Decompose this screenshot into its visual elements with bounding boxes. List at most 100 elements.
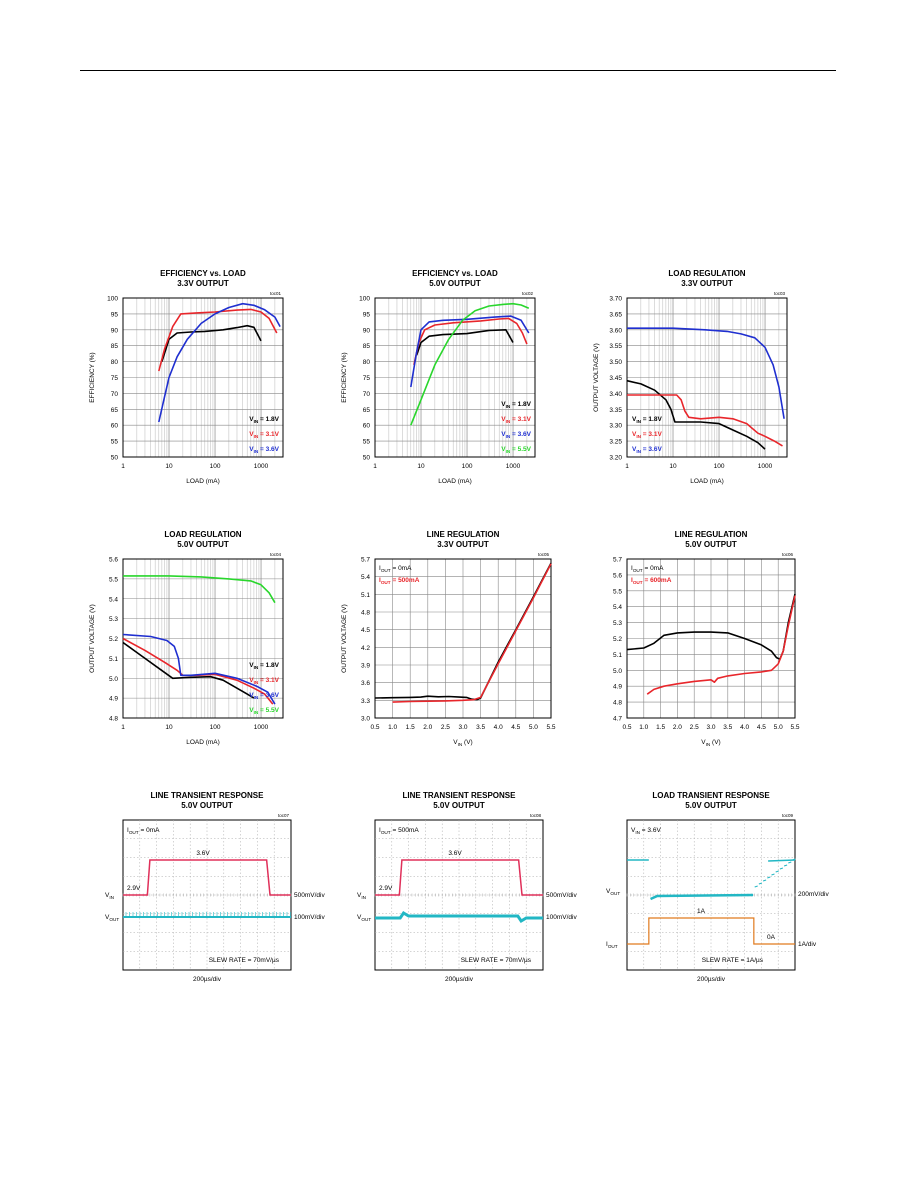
y-tick-label: 5.4 xyxy=(361,574,370,581)
series-label-2: VIN = 3.6V xyxy=(501,431,531,439)
y-tick-label: 80 xyxy=(111,359,119,366)
series-line-2 xyxy=(410,315,530,388)
series-line-1 xyxy=(158,308,278,372)
trace-vout-post xyxy=(768,859,796,862)
y-tick-label: 50 xyxy=(111,455,119,462)
scope-note-condition: IOUT = 500mA xyxy=(379,827,419,835)
y-tick-label: 4.2 xyxy=(361,645,370,652)
scope-note-slew: SLEW RATE = 70mV/µs xyxy=(209,957,280,964)
series-label-1: VIN = 3.1V xyxy=(249,677,279,685)
chart-title: LOAD REGULATION xyxy=(164,530,241,539)
scale-label-ch2: 100mV/div xyxy=(546,914,577,921)
chart-code: toc07 xyxy=(278,813,290,818)
y-tick-label: 60 xyxy=(363,423,371,430)
y-tick-label: 5.0 xyxy=(613,668,622,675)
chart-code: toc02 xyxy=(522,291,534,296)
x-axis-label: LOAD (mA) xyxy=(186,478,220,485)
chart-code: toc04 xyxy=(270,552,282,557)
series-label-1: VIN = 3.1V xyxy=(632,431,662,439)
scope-note-high: 1A xyxy=(697,908,706,915)
x-tick-label: 2.0 xyxy=(673,724,682,731)
y-tick-label: 3.3 xyxy=(361,698,370,705)
y-tick-label: 5.7 xyxy=(613,557,622,564)
channel-label-vout: VOUT xyxy=(357,914,371,922)
x-axis-label: LOAD (mA) xyxy=(690,478,724,485)
plot-frame xyxy=(122,297,284,458)
chart-title: LOAD REGULATION xyxy=(668,269,745,278)
x-tick-label: 5.5 xyxy=(790,724,799,731)
y-tick-label: 75 xyxy=(111,375,119,382)
chart-subtitle: 5.0V OUTPUT xyxy=(433,801,485,810)
header-rule xyxy=(80,70,836,71)
y-tick-label: 60 xyxy=(111,423,119,430)
y-tick-label: 5.1 xyxy=(361,592,370,599)
legend-entry-1: IOUT = 600mA xyxy=(631,577,672,585)
trace-vout-recovery xyxy=(783,864,788,867)
y-axis-label: OUTPUT VOLTAGE (V) xyxy=(89,604,96,673)
channel-label-vout: VOUT xyxy=(606,888,620,896)
y-tick-label: 5.4 xyxy=(613,604,622,611)
y-tick-label: 3.65 xyxy=(609,311,622,318)
y-tick-label: 5.3 xyxy=(109,616,118,623)
chart-subtitle: 5.0V OUTPUT xyxy=(685,801,737,810)
series-line-1 xyxy=(627,394,783,447)
time-per-div-label: 200µs/div xyxy=(193,976,222,983)
x-tick-label: 3.5 xyxy=(476,724,485,731)
trace-vout-recovery xyxy=(771,873,775,876)
y-tick-label: 80 xyxy=(363,359,371,366)
series-label-2: VIN = 3.6V xyxy=(249,446,279,454)
chart-title: EFFICIENCY vs. LOAD xyxy=(160,269,246,278)
y-tick-label: 70 xyxy=(111,391,119,398)
y-tick-label: 100 xyxy=(359,296,370,303)
x-tick-label: 5.5 xyxy=(546,724,555,731)
trace-vout-recovery xyxy=(762,879,767,882)
trace-vout-load xyxy=(650,893,754,901)
y-tick-label: 3.50 xyxy=(609,359,622,366)
scale-label-ch2: 100mV/div xyxy=(294,914,325,921)
trace-vin xyxy=(123,859,291,896)
chart-subtitle: 3.3V OUTPUT xyxy=(177,279,229,288)
y-axis-label: EFFICIENCY (%) xyxy=(341,352,348,402)
y-tick-label: 55 xyxy=(111,439,119,446)
x-axis-label: LOAD (mA) xyxy=(438,478,472,485)
chart-title: LINE TRANSIENT RESPONSE xyxy=(403,791,517,800)
x-tick-label: 1 xyxy=(625,463,629,470)
legend-entry-0: IOUT = 0mA xyxy=(379,565,412,573)
y-tick-label: 5.3 xyxy=(613,620,622,627)
series-line-0 xyxy=(161,324,262,362)
chart-title: LINE TRANSIENT RESPONSE xyxy=(151,791,265,800)
x-tick-label: 100 xyxy=(210,724,221,731)
x-tick-label: 0.5 xyxy=(622,724,631,731)
chart-title: EFFICIENCY vs. LOAD xyxy=(412,269,498,278)
scale-label-ch1: 500mV/div xyxy=(294,892,325,899)
y-tick-label: 5.2 xyxy=(613,636,622,643)
channel-label-iout: IOUT xyxy=(606,941,618,949)
scope-note-low: 2.9V xyxy=(379,885,393,892)
x-tick-label: 4.0 xyxy=(494,724,503,731)
x-tick-label: 4.0 xyxy=(740,724,749,731)
y-tick-label: 100 xyxy=(107,296,118,303)
legend-entry-1: IOUT = 500mA xyxy=(379,577,420,585)
x-tick-label: 100 xyxy=(714,463,725,470)
chart-title: LINE REGULATION xyxy=(427,530,500,539)
x-tick-label: 3.5 xyxy=(723,724,732,731)
plot-frame xyxy=(374,558,552,719)
x-tick-label: 4.5 xyxy=(757,724,766,731)
x-axis-label: VIN (V) xyxy=(701,739,720,747)
x-tick-label: 1000 xyxy=(254,463,269,470)
y-tick-label: 70 xyxy=(363,391,371,398)
chart-subtitle: 5.0V OUTPUT xyxy=(429,279,481,288)
y-tick-label: 3.20 xyxy=(609,455,622,462)
x-tick-label: 5.0 xyxy=(774,724,783,731)
y-tick-label: 50 xyxy=(363,455,371,462)
scope-note-high: 3.6V xyxy=(448,850,462,857)
scope-note-low: 2.9V xyxy=(127,885,141,892)
x-tick-label: 1.5 xyxy=(656,724,665,731)
scale-label-ch2: 1A/div xyxy=(798,941,817,948)
x-tick-label: 1.5 xyxy=(406,724,415,731)
y-tick-label: 5.5 xyxy=(109,576,118,583)
